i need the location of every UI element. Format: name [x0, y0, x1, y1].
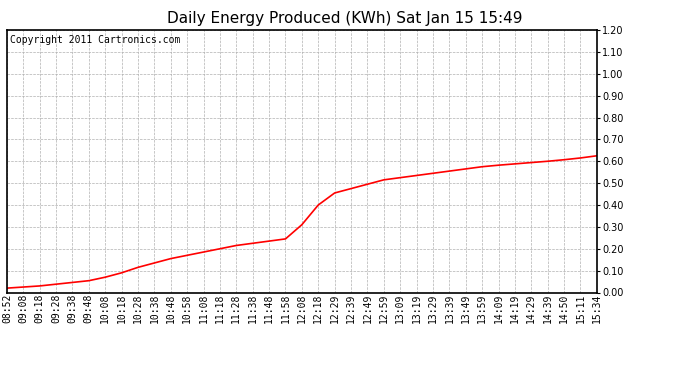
- Text: Copyright 2011 Cartronics.com: Copyright 2011 Cartronics.com: [10, 35, 180, 45]
- Text: Daily Energy Produced (KWh) Sat Jan 15 15:49: Daily Energy Produced (KWh) Sat Jan 15 1…: [167, 11, 523, 26]
